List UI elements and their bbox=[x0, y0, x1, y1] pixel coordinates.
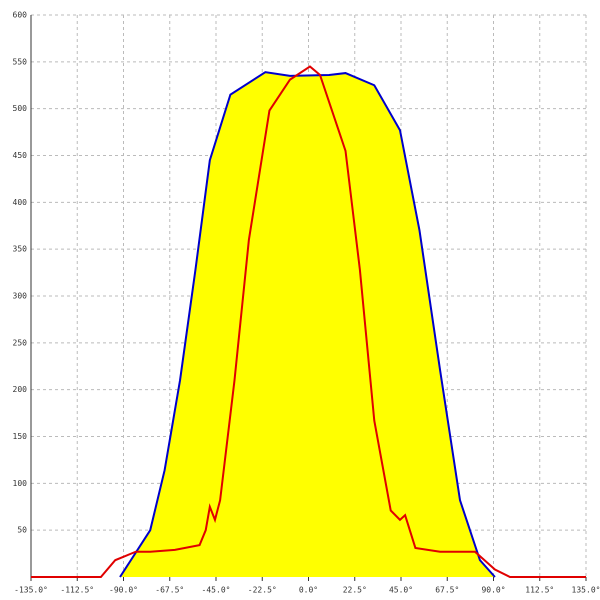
line bbox=[119, 71, 496, 578]
y-tick-label: 250 bbox=[13, 338, 28, 347]
area bbox=[120, 72, 495, 578]
x-tick-label: -22.5° bbox=[248, 586, 277, 595]
x-tick-label: 22.5° bbox=[343, 586, 367, 595]
x-tick-label: 45.0° bbox=[389, 586, 413, 595]
y-tick-label: 550 bbox=[13, 57, 28, 66]
x-tick-label: 135.0° bbox=[572, 586, 600, 595]
y-tick-label: 200 bbox=[13, 385, 28, 394]
x-tick-label: 112.5° bbox=[525, 586, 554, 595]
y-tick-label: 400 bbox=[13, 198, 28, 207]
x-tick-label: -112.5° bbox=[60, 586, 94, 595]
x-tick-label: -90.0° bbox=[109, 586, 138, 595]
line bbox=[31, 65, 586, 578]
x-tick-label: 67.5° bbox=[435, 586, 459, 595]
x-tick-label: 90.0° bbox=[481, 586, 505, 595]
x-tick-label: -67.5° bbox=[155, 586, 184, 595]
y-tick-label: 50 bbox=[17, 526, 27, 535]
x-tick-label: 0.0° bbox=[299, 586, 318, 595]
y-tick-label: 500 bbox=[13, 104, 28, 113]
y-tick-label: 100 bbox=[13, 479, 28, 488]
y-tick-label: 600 bbox=[13, 11, 28, 20]
x-tick-label: -135.0° bbox=[14, 586, 48, 595]
y-tick-label: 450 bbox=[13, 151, 28, 160]
y-tick-label: 150 bbox=[13, 432, 28, 441]
x-tick-label: -45.0° bbox=[202, 586, 231, 595]
y-tick-label: 350 bbox=[13, 245, 28, 254]
y-tick-label: 300 bbox=[13, 292, 28, 301]
